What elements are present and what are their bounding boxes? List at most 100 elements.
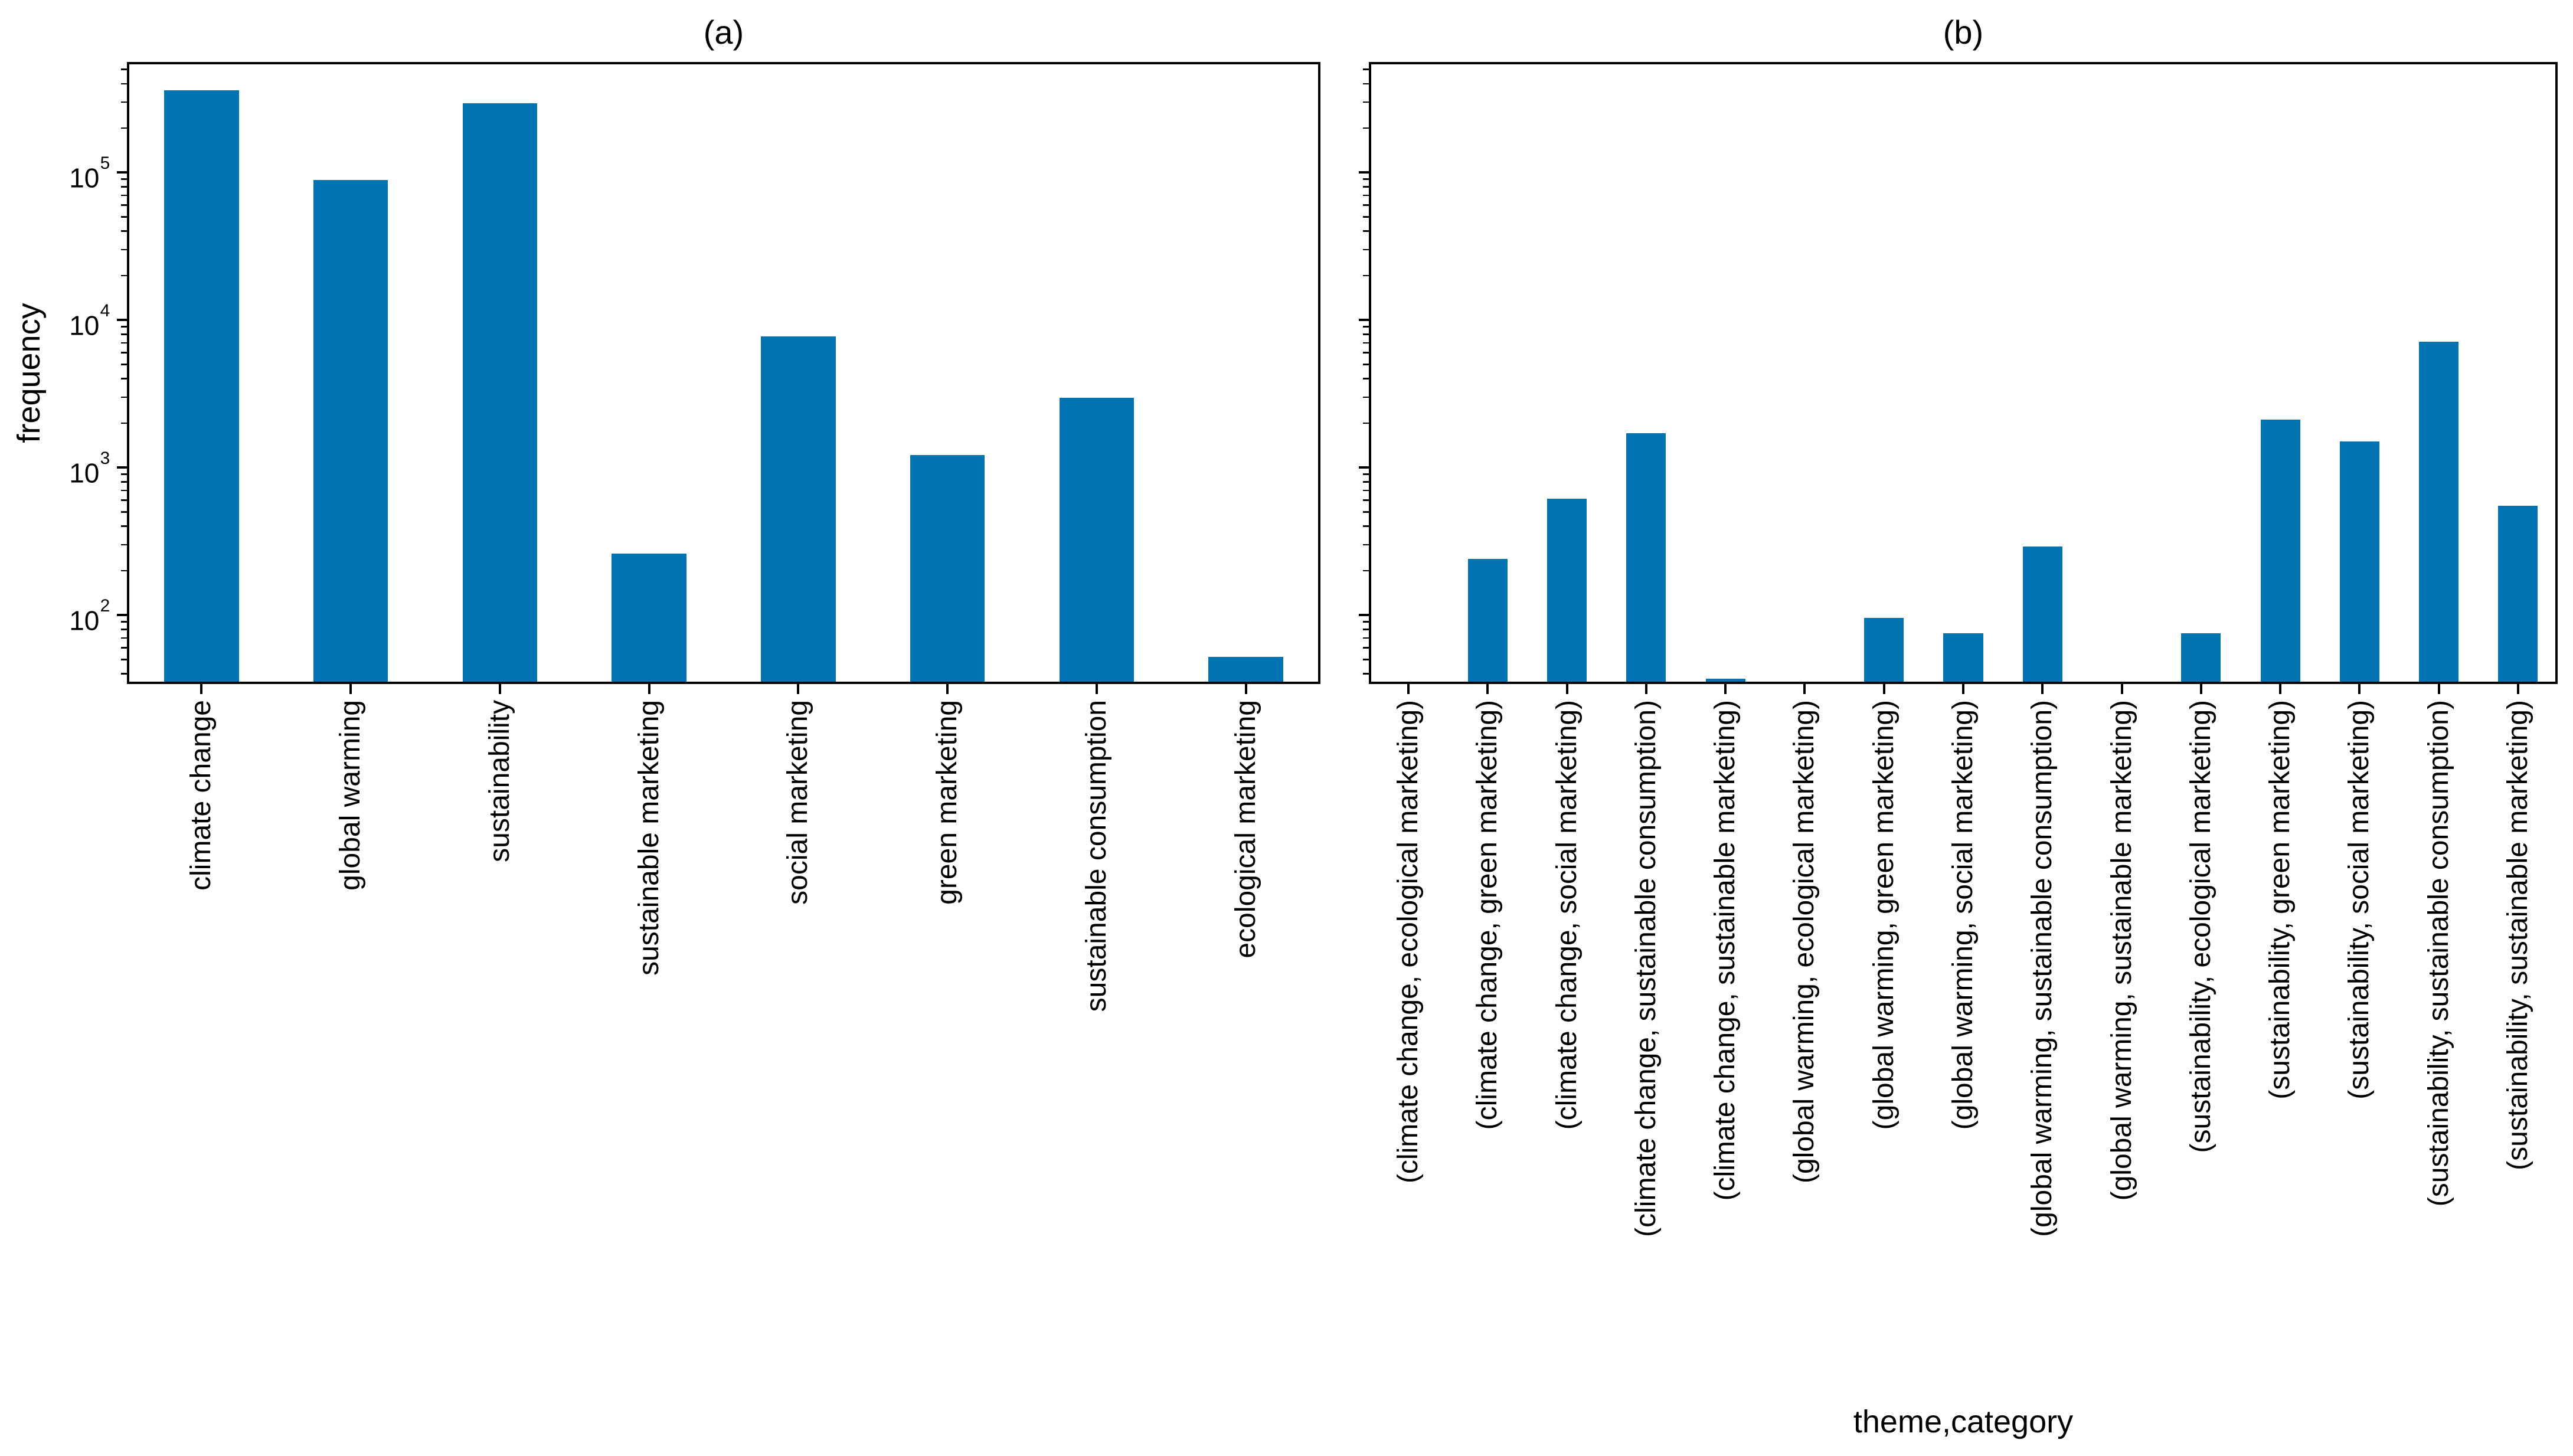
x-tick-label: (sustainability, ecological marketing) (2185, 700, 2216, 1153)
panel-a-title: (a) (703, 14, 744, 51)
y-tick-label-exponent: 2 (100, 596, 110, 616)
y-minor-tick (121, 326, 127, 328)
y-tick-label: 105 (69, 153, 110, 194)
y-minor-tick (1363, 499, 1369, 501)
x-tick-label: climate change (185, 700, 217, 891)
y-minor-tick (1363, 178, 1369, 180)
y-tick-label: 104 (69, 301, 110, 341)
y-minor-tick (121, 101, 127, 103)
y-minor-tick (1363, 481, 1369, 483)
y-minor-tick (121, 178, 127, 180)
x-tick (2437, 684, 2440, 694)
bar-climate-change-social-marketing (1547, 498, 1587, 682)
y-minor-tick (1363, 326, 1369, 328)
x-tick-label: (sustainability, sustainable consumption… (2422, 700, 2454, 1207)
x-tick (2516, 684, 2519, 694)
x-tick-label: green marketing (931, 700, 963, 905)
y-minor-tick (121, 352, 127, 354)
x-tick-label: sustainable marketing (633, 700, 665, 976)
x-tick (1407, 684, 1410, 694)
y-minor-tick (121, 511, 127, 513)
x-tick (1095, 684, 1098, 694)
x-tick (1565, 684, 1568, 694)
y-minor-tick (1363, 659, 1369, 660)
y-minor-tick (1363, 637, 1369, 639)
x-tick (2279, 684, 2282, 694)
x-tick (349, 684, 352, 694)
bar-sustainability-social-marketing (2339, 441, 2379, 682)
panel-b-x-axis-label: theme,category (1853, 1404, 2074, 1439)
y-major-tick (1359, 318, 1369, 321)
y-major-tick (117, 466, 127, 469)
y-minor-tick (1363, 204, 1369, 206)
y-minor-tick (121, 68, 127, 70)
x-tick-label: global warming (335, 700, 367, 891)
y-minor-tick (1363, 422, 1369, 424)
x-tick (200, 684, 203, 694)
y-minor-tick (121, 216, 127, 218)
x-tick-label: ecological marketing (1230, 700, 1261, 958)
y-major-tick (1359, 171, 1369, 174)
y-minor-tick (1363, 127, 1369, 129)
x-tick-label: social marketing (782, 700, 814, 905)
x-tick-label: (climate change, ecological marketing) (1392, 700, 1424, 1184)
bar-climate-change-sustainable-consumption (1626, 433, 1666, 682)
panel-a-plot-area (127, 62, 1320, 684)
y-minor-tick (1363, 364, 1369, 365)
bar-sustainability (462, 103, 538, 682)
bar-social-marketing (761, 336, 836, 682)
y-tick-label-exponent: 3 (100, 448, 110, 468)
y-minor-tick (1363, 473, 1369, 475)
y-minor-tick (121, 422, 127, 424)
x-tick (1645, 684, 1647, 694)
y-minor-tick (121, 637, 127, 639)
bar-global-warming (313, 179, 388, 682)
y-minor-tick (121, 230, 127, 232)
x-tick (2358, 684, 2361, 694)
y-minor-tick (121, 204, 127, 206)
x-tick-label: (global warming, social marketing) (1947, 700, 1979, 1130)
y-minor-tick (1363, 629, 1369, 630)
y-minor-tick (1363, 194, 1369, 197)
x-tick (946, 684, 949, 694)
x-tick (797, 684, 800, 694)
x-tick (1803, 684, 1806, 694)
y-minor-tick (121, 378, 127, 379)
y-major-tick (1359, 466, 1369, 469)
x-tick (2199, 684, 2202, 694)
x-tick (1962, 684, 1964, 694)
x-tick-label: (sustainability, social marketing) (2343, 700, 2375, 1100)
x-tick (1244, 684, 1247, 694)
bar-sustainable-consumption (1059, 397, 1135, 682)
x-tick (498, 684, 501, 694)
y-minor-tick (1363, 216, 1369, 218)
y-minor-tick (121, 570, 127, 572)
y-major-tick (1359, 613, 1369, 616)
y-minor-tick (121, 499, 127, 501)
y-minor-tick (1363, 378, 1369, 379)
bar-sustainability-ecological-marketing (2181, 633, 2221, 682)
bar-climate-change (164, 90, 239, 682)
y-minor-tick (1363, 525, 1369, 527)
y-minor-tick (1363, 621, 1369, 623)
bar-sustainability-sustainable-marketing (2498, 505, 2538, 682)
bar-sustainable-marketing (612, 554, 686, 682)
bar-sustainability-sustainable-consumption (2419, 342, 2459, 682)
y-minor-tick (121, 333, 127, 335)
y-minor-tick (1363, 511, 1369, 513)
y-minor-tick (1363, 333, 1369, 335)
x-tick-label: (global warming, green marketing) (1868, 700, 1899, 1130)
bar-green-marketing (910, 455, 985, 682)
y-minor-tick (1363, 68, 1369, 70)
x-tick (1486, 684, 1489, 694)
bar-climate-change-green-marketing (1467, 558, 1508, 682)
bar-global-warming-sustainable-consumption (2022, 547, 2062, 682)
y-minor-tick (1363, 673, 1369, 675)
y-tick-label: 102 (69, 596, 110, 636)
panel-b-title: (b) (1943, 14, 1984, 51)
x-tick-label: (global warming, sustainable marketing) (2106, 700, 2137, 1201)
bar-global-warming-social-marketing (1943, 633, 1983, 682)
y-minor-tick (121, 364, 127, 365)
y-minor-tick (121, 629, 127, 630)
y-minor-tick (1363, 647, 1369, 649)
